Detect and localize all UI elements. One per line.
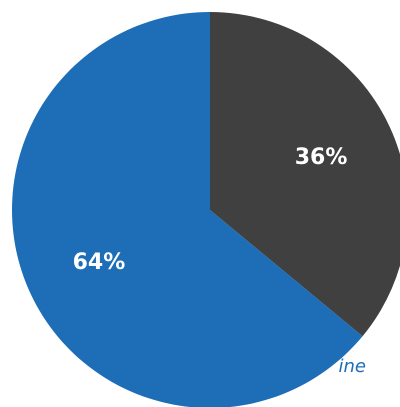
pie-slice-label-2: 64% — [73, 250, 126, 275]
pie-slice-label-1: 36% — [295, 145, 348, 170]
partial-annotation-text: ine — [339, 356, 366, 377]
pie-slices — [12, 12, 400, 407]
